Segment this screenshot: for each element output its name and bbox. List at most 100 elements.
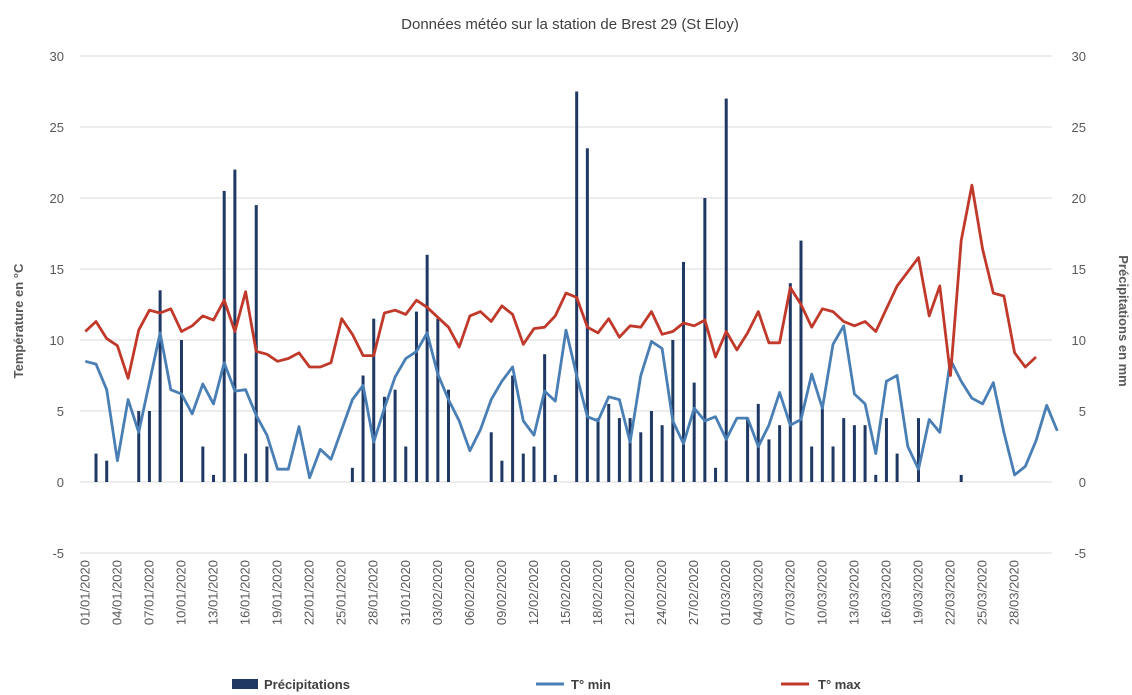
- precipitation-bar: [350, 467, 354, 482]
- legend-label-tmin: T° min: [571, 677, 611, 692]
- precipitation-bar: [671, 340, 675, 482]
- x-tick-label: 28/01/2020: [366, 560, 381, 625]
- precipitation-bar: [212, 474, 216, 482]
- precipitation-bar: [649, 411, 653, 482]
- precipitation-bar: [681, 261, 685, 482]
- precipitation-bar: [521, 453, 525, 482]
- precipitation-bar: [863, 425, 867, 482]
- precipitation-bars: [94, 91, 963, 483]
- precipitation-bar: [158, 290, 162, 482]
- precipitation-bar: [500, 460, 504, 482]
- precipitation-bar: [372, 318, 376, 482]
- y-tick-right: 25: [1072, 120, 1086, 135]
- x-tick-label: 13/03/2020: [846, 560, 861, 625]
- y-axis-left-label: Température en °C: [11, 263, 26, 378]
- precipitation-bar: [607, 403, 611, 482]
- precipitation-bar: [532, 446, 536, 482]
- y-tick-left: 30: [50, 49, 64, 64]
- precipitation-bar: [425, 254, 429, 482]
- precipitation-bar: [233, 169, 237, 482]
- x-tick-label: 19/01/2020: [270, 560, 285, 625]
- precipitation-bar: [147, 411, 151, 482]
- precipitation-bar: [436, 318, 440, 482]
- x-tick-label: 09/02/2020: [494, 560, 509, 625]
- precipitation-bar: [575, 91, 579, 482]
- legend-label-precipitations: Précipitations: [264, 677, 350, 692]
- precipitation-bar: [543, 354, 547, 482]
- precipitation-bar: [414, 311, 418, 482]
- x-tick-label: 01/03/2020: [718, 560, 733, 625]
- x-tick-label: 03/02/2020: [430, 560, 445, 625]
- precipitation-bar: [692, 382, 696, 482]
- y-axis-right-label: Précipitations en mm: [1116, 255, 1131, 386]
- y-tick-left: 10: [50, 333, 64, 348]
- y-axis-left: 30 25 20 15 10 5 0 -5: [50, 49, 64, 561]
- legend-label-tmax: T° max: [818, 677, 862, 692]
- precipitation-bar: [137, 411, 141, 482]
- precipitation-bar: [393, 389, 397, 482]
- x-tick-label: 10/03/2020: [814, 560, 829, 625]
- precipitation-bar: [831, 446, 835, 482]
- x-tick-label: 21/02/2020: [622, 560, 637, 625]
- y-axis-right: 30 25 20 15 10 5 0 -5: [1072, 49, 1086, 561]
- precipitation-bar: [810, 446, 814, 482]
- gridlines: [80, 55, 1052, 554]
- precipitation-bar: [874, 474, 878, 482]
- x-tick-label: 01/01/2020: [77, 560, 92, 625]
- precipitation-bar: [179, 340, 183, 482]
- precipitation-bar: [596, 418, 600, 482]
- x-tick-label: 07/03/2020: [782, 560, 797, 625]
- x-tick-label: 10/01/2020: [174, 560, 189, 625]
- y-tick-left: 0: [57, 475, 64, 490]
- precipitation-bar: [489, 432, 493, 482]
- precipitation-bar: [361, 375, 365, 482]
- x-tick-label: 04/01/2020: [109, 560, 124, 625]
- y-tick-left: -5: [52, 546, 64, 561]
- x-tick-label: 12/02/2020: [526, 560, 541, 625]
- y-tick-left: 25: [50, 120, 64, 135]
- y-tick-left: 5: [57, 404, 64, 419]
- x-tick-label: 13/01/2020: [206, 560, 221, 625]
- y-tick-left: 15: [50, 262, 64, 277]
- precipitation-bar: [746, 418, 750, 482]
- x-tick-label: 16/03/2020: [878, 560, 893, 625]
- precipitation-bar: [778, 425, 782, 482]
- x-tick-label: 16/01/2020: [238, 560, 253, 625]
- precipitation-bar: [703, 198, 707, 482]
- legend-swatch-precipitations: [232, 679, 258, 689]
- x-tick-label: 15/02/2020: [558, 560, 573, 625]
- x-tick-label: 27/02/2020: [686, 560, 701, 625]
- y-tick-right: 10: [1072, 333, 1086, 348]
- x-tick-label: 22/03/2020: [943, 560, 958, 625]
- x-tick-label: 28/03/2020: [1007, 560, 1022, 625]
- precipitation-bar: [852, 425, 856, 482]
- tmin-line: [84, 324, 1059, 480]
- precipitation-bar: [724, 98, 728, 482]
- precipitation-bar: [767, 439, 771, 482]
- precipitation-bar: [553, 474, 557, 482]
- temperature-lines: [84, 183, 1059, 480]
- x-tick-label: 25/03/2020: [975, 560, 990, 625]
- x-tick-label: 22/01/2020: [302, 560, 317, 625]
- x-tick-label: 24/02/2020: [654, 560, 669, 625]
- x-axis: 01/01/2020 04/01/2020 07/01/2020 10/01/2020…: [77, 560, 1021, 625]
- precipitation-bar: [382, 396, 386, 482]
- precipitation-bar: [244, 453, 248, 482]
- precipitation-bar: [916, 418, 920, 482]
- precipitation-bar: [94, 453, 98, 482]
- y-tick-right: 0: [1079, 475, 1086, 490]
- precipitation-bar: [265, 446, 269, 482]
- precipitation-bar: [511, 375, 515, 482]
- y-tick-right: 5: [1079, 404, 1086, 419]
- y-tick-left: 20: [50, 191, 64, 206]
- precipitation-bar: [660, 425, 664, 482]
- precipitation-bar: [895, 453, 899, 482]
- x-tick-label: 25/01/2020: [334, 560, 349, 625]
- precipitation-bar: [404, 446, 408, 482]
- precipitation-bar: [842, 418, 846, 482]
- precipitation-bar: [639, 432, 643, 482]
- precipitation-bar: [617, 418, 621, 482]
- y-tick-right: 20: [1072, 191, 1086, 206]
- precipitation-bar: [254, 205, 258, 482]
